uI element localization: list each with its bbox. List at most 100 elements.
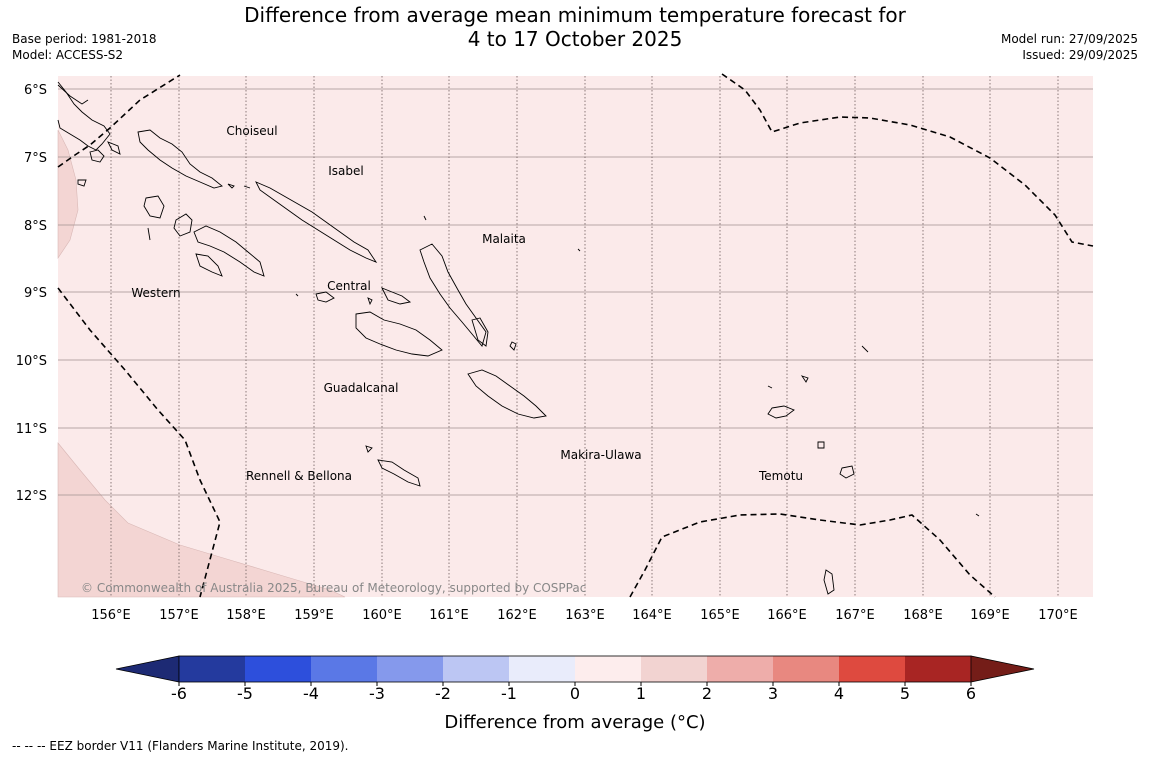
eez-footnote: -- -- -- EEZ border V11 (Flanders Marine… bbox=[12, 739, 349, 753]
anomaly-patch-northwest bbox=[57, 129, 79, 259]
label-guadalcanal: Guadalcanal bbox=[324, 381, 399, 395]
lat-label: 8°S bbox=[24, 219, 47, 234]
sikaiana bbox=[577, 248, 581, 252]
lon-label: 159°E bbox=[294, 608, 334, 623]
colorbar-segment bbox=[905, 656, 972, 682]
model-name: Model: ACCESS-S2 bbox=[12, 48, 124, 62]
utupua bbox=[817, 441, 825, 449]
meta-left: Base period: 1981-2018 Model: ACCESS-S2 bbox=[12, 31, 157, 63]
lat-label: 11°S bbox=[16, 422, 47, 437]
longitude-gridlines bbox=[110, 76, 1059, 597]
colorbar-segment bbox=[707, 656, 774, 682]
label-malaita: Malaita bbox=[482, 232, 526, 246]
lon-label: 156°E bbox=[91, 608, 131, 623]
colorbar-segment bbox=[245, 656, 312, 682]
title-line-1: Difference from average mean minimum tem… bbox=[244, 3, 906, 27]
colorbar-tick-label: 1 bbox=[636, 684, 646, 703]
label-temotu: Temotu bbox=[758, 469, 803, 483]
label-choiseul: Choiseul bbox=[226, 124, 277, 138]
lon-label: 164°E bbox=[632, 608, 672, 623]
lat-label: 12°S bbox=[16, 489, 47, 504]
label-isabel: Isabel bbox=[328, 164, 363, 178]
malaita-island bbox=[419, 243, 487, 347]
florida-islands bbox=[381, 287, 412, 305]
buka-fragment bbox=[107, 141, 121, 155]
bougainville-north bbox=[57, 84, 89, 105]
colorbar-tick-label: 6 bbox=[966, 684, 976, 703]
small-island-c bbox=[243, 185, 251, 189]
russell-islands bbox=[315, 291, 335, 303]
small-malaita bbox=[471, 317, 489, 347]
makira-island bbox=[467, 369, 547, 419]
colorbar-segment bbox=[641, 656, 708, 682]
map-title: Difference from average mean minimum tem… bbox=[0, 3, 1150, 51]
reef-islands bbox=[800, 375, 809, 383]
lon-label: 157°E bbox=[159, 608, 199, 623]
rendova bbox=[195, 253, 223, 277]
colorbar-label: Difference from average (°C) bbox=[444, 712, 705, 733]
isabel-island bbox=[255, 181, 378, 263]
colorbar-segment bbox=[311, 656, 378, 682]
lon-label: 170°E bbox=[1038, 608, 1078, 623]
lon-label: 160°E bbox=[362, 608, 402, 623]
meta-right: Model run: 27/09/2025 Issued: 29/09/2025 bbox=[1001, 31, 1138, 63]
rennell-island bbox=[377, 459, 421, 487]
label-western: Western bbox=[131, 286, 180, 300]
colorbar-high-extend bbox=[970, 655, 1035, 683]
latitude-gridlines bbox=[58, 88, 1093, 496]
bougainville-island bbox=[57, 81, 111, 151]
duff-islands bbox=[861, 345, 869, 353]
lon-label: 169°E bbox=[970, 608, 1010, 623]
copyright-notice: © Commonwealth of Australia 2025, Bureau… bbox=[81, 581, 586, 595]
ulawa-island bbox=[509, 341, 517, 351]
colorbar-tick-label: -2 bbox=[435, 684, 451, 703]
colorbar-tick-label: 5 bbox=[900, 684, 910, 703]
colorbar-tick-label: 2 bbox=[702, 684, 712, 703]
new-georgia bbox=[193, 225, 265, 277]
shortland-islands bbox=[89, 149, 105, 163]
kolombangara bbox=[173, 213, 193, 237]
lon-label: 168°E bbox=[903, 608, 943, 623]
base-period: Base period: 1981-2018 bbox=[12, 32, 157, 46]
lon-label: 166°E bbox=[767, 608, 807, 623]
colorbar-tick-label: -5 bbox=[237, 684, 253, 703]
colorbar-segment bbox=[575, 656, 642, 682]
anuta-tikopia bbox=[823, 569, 835, 595]
lon-label: 162°E bbox=[497, 608, 537, 623]
lat-label: 7°S bbox=[24, 151, 47, 166]
choiseul-island bbox=[137, 129, 223, 189]
coastlines bbox=[57, 81, 980, 595]
colorbar-segment bbox=[443, 656, 510, 682]
colorbar-tick-label: 3 bbox=[768, 684, 778, 703]
eez-borders bbox=[57, 73, 1094, 598]
small-island-a bbox=[295, 293, 299, 297]
small-island-b bbox=[227, 183, 235, 189]
label-rennell-bellona: Rennell & Bellona bbox=[246, 469, 352, 483]
colorbar-segment bbox=[839, 656, 906, 682]
lon-label: 165°E bbox=[700, 608, 740, 623]
bellona-island bbox=[365, 445, 373, 453]
lon-label: 163°E bbox=[565, 608, 605, 623]
map-background bbox=[58, 76, 1093, 597]
colorbar-tick-label: -3 bbox=[369, 684, 385, 703]
anomaly-patch-southwest bbox=[57, 442, 346, 598]
colorbar-segment bbox=[509, 656, 576, 682]
colorbar-tick-label: 0 bbox=[570, 684, 580, 703]
issued-date: Issued: 29/09/2025 bbox=[1022, 48, 1138, 62]
treasury-islands bbox=[77, 179, 87, 187]
label-central: Central bbox=[327, 279, 371, 293]
ontong-java bbox=[423, 215, 427, 221]
lon-label: 158°E bbox=[226, 608, 266, 623]
colorbar-low-extend bbox=[115, 655, 180, 683]
colorbar-tick-label: 4 bbox=[834, 684, 844, 703]
latitude-labels: 6°S 7°S 8°S 9°S 10°S 11°S 12°S bbox=[16, 83, 47, 504]
model-run: Model run: 27/09/2025 bbox=[1000, 32, 1138, 46]
longitude-labels: 156°E 157°E 158°E 159°E 160°E 161°E 162°… bbox=[91, 608, 1078, 623]
colorbar-tick-label: -6 bbox=[171, 684, 187, 703]
label-makira-ulawa: Makira-Ulawa bbox=[560, 448, 641, 462]
ranongga bbox=[147, 227, 151, 241]
colorbar-segment bbox=[377, 656, 444, 682]
lat-label: 9°S bbox=[24, 286, 47, 301]
small-island-d bbox=[767, 385, 773, 389]
colorbar-tick-label: -1 bbox=[501, 684, 517, 703]
